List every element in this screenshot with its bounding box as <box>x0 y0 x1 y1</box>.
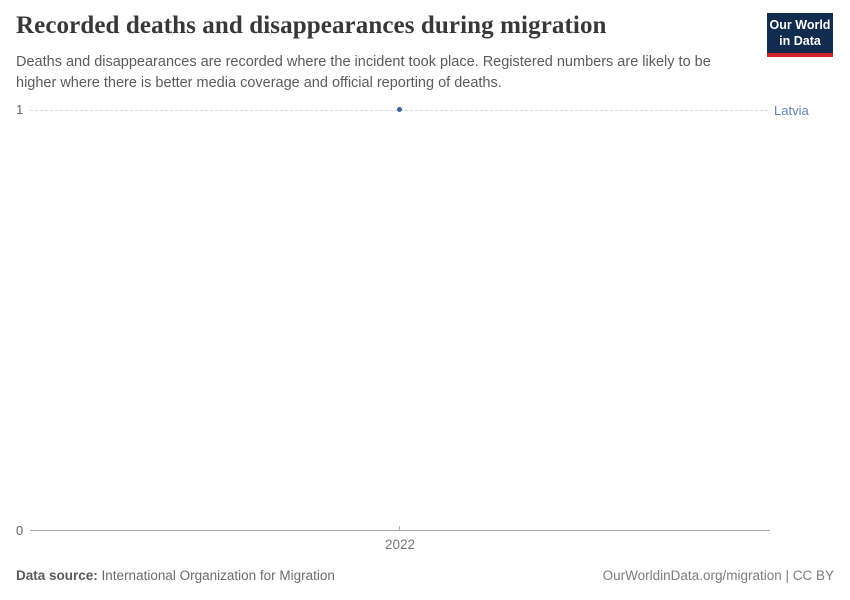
y-axis-tick-min: 0 <box>16 523 24 538</box>
data-source: Data source: International Organization … <box>16 568 335 583</box>
x-axis-tick-mark <box>399 526 400 531</box>
owid-logo-line1: Our World <box>769 18 831 32</box>
data-source-label: Data source: <box>16 568 98 583</box>
x-axis-tick-label: 2022 <box>384 537 416 552</box>
x-axis-line <box>30 530 770 531</box>
entity-label-latvia[interactable]: Latvia <box>774 103 809 118</box>
data-point-latvia-2022[interactable] <box>397 107 402 112</box>
data-source-value[interactable]: International Organization for Migration <box>101 568 335 583</box>
y-axis-tick-max: 1 <box>16 102 24 117</box>
owid-logo[interactable]: Our World in Data <box>767 13 833 58</box>
credit-link[interactable]: OurWorldinData.org/migration | CC BY <box>602 568 834 583</box>
chart-footer: Data source: International Organization … <box>16 568 834 583</box>
owid-logo-line2: in Data <box>779 33 821 48</box>
page-title: Recorded deaths and disappearances durin… <box>16 12 607 39</box>
chart-subtitle: Deaths and disappearances are recorded w… <box>16 54 711 91</box>
